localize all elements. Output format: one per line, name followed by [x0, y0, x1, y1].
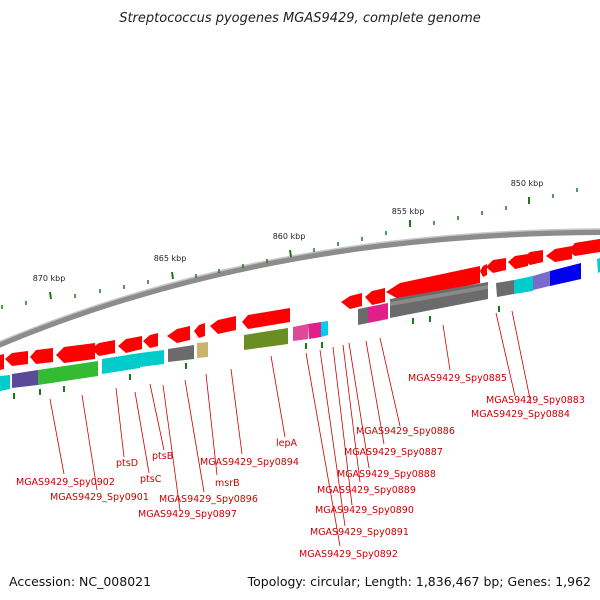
minor-ticks	[1, 188, 578, 309]
cds-arrow	[167, 326, 190, 343]
cds-arrow	[508, 254, 528, 269]
gene-label: MGAS9429_Spy0890	[315, 505, 414, 516]
tick-label-860: 860 kbp	[273, 232, 306, 241]
gene-label: MGAS9429_Spy0888	[337, 469, 436, 480]
gene-label: MGAS9429_Spy0891	[310, 527, 409, 538]
feature-markers	[13, 306, 500, 399]
gene-label: MGAS9429_Spy0886	[356, 426, 455, 437]
cyan-block	[597, 258, 600, 273]
gene-label: msrB	[215, 478, 240, 489]
accession-text: Accession: NC_008021	[9, 574, 151, 589]
genome-summary-text: Topology: circular; Length: 1,836,467 bp…	[247, 574, 591, 589]
grey-block	[168, 345, 194, 362]
gene-label: MGAS9429_Spy0884	[471, 409, 570, 420]
blue-block	[550, 263, 581, 286]
cds-arrow	[341, 293, 362, 309]
cyan-block	[514, 276, 533, 294]
cyan-block	[140, 350, 164, 367]
feature-blocks	[0, 258, 600, 391]
gene-label: MGAS9429_Spy0896	[159, 494, 258, 505]
olive-block	[244, 328, 288, 350]
tick-label-865: 865 kbp	[154, 254, 187, 263]
cds-arrow	[0, 354, 4, 370]
cyan-block	[102, 353, 140, 374]
purple-block	[12, 370, 38, 388]
cds-arrow	[480, 264, 487, 277]
cds-arrow	[118, 336, 142, 353]
gene-label: MGAS9429_Spy0892	[299, 549, 398, 560]
scale-ticks	[49, 197, 530, 300]
gene-label: MGAS9429_Spy0894	[200, 457, 299, 468]
cds-arrow	[5, 351, 28, 366]
gene-label: MGAS9429_Spy0901	[50, 492, 149, 503]
tick-label-850: 850 kbp	[511, 179, 544, 188]
backbone	[0, 228, 600, 348]
gene-labels: MGAS9429_Spy0885 MGAS9429_Spy0883 MGAS94…	[16, 373, 585, 560]
grey-block-light	[390, 285, 488, 306]
tan-block	[197, 342, 208, 358]
cds-arrow	[56, 343, 95, 363]
cds-arrow	[546, 246, 572, 262]
tick-865	[171, 271, 174, 280]
tick-860	[289, 249, 292, 258]
gene-label: ptsC	[140, 474, 162, 485]
cds-arrow	[194, 323, 205, 338]
gene-label: MGAS9429_Spy0897	[138, 509, 237, 520]
gene-label: lepA	[276, 438, 298, 449]
magenta-block	[368, 303, 388, 323]
grey-block	[358, 307, 368, 325]
green-block	[38, 361, 98, 385]
gene-label: MGAS9429_Spy0887	[344, 447, 443, 458]
gene-label: MGAS9429_Spy0902	[16, 477, 115, 488]
tick-870	[49, 291, 52, 300]
cyan-block	[321, 321, 328, 337]
cds-arrow	[143, 333, 158, 348]
cyan-block	[0, 375, 10, 391]
tick-label-855: 855 kbp	[392, 207, 425, 216]
cds-arrow	[30, 348, 53, 364]
gene-label: MGAS9429_Spy0889	[317, 485, 416, 496]
grey-block	[496, 280, 514, 297]
magenta-block	[293, 324, 308, 341]
cds-arrow	[386, 266, 480, 300]
purple-block	[533, 271, 550, 290]
cds-arrow	[365, 288, 385, 305]
gene-label: ptsD	[116, 458, 138, 469]
magenta-block	[308, 322, 321, 339]
cds-arrow	[568, 239, 600, 256]
gene-label: MGAS9429_Spy0885	[408, 373, 507, 384]
cds-arrow	[242, 308, 290, 329]
gene-label: ptsB	[152, 451, 173, 462]
leader-lines	[49, 310, 532, 547]
cds-arrow	[91, 340, 115, 356]
tick-label-870: 870 kbp	[33, 274, 66, 283]
map-title: Streptococcus pyogenes MGAS9429, complet…	[119, 11, 481, 26]
cds-arrow	[486, 258, 506, 273]
cds-forward-track	[0, 239, 600, 370]
gene-label: MGAS9429_Spy0883	[486, 395, 585, 406]
cds-arrow	[210, 316, 236, 334]
